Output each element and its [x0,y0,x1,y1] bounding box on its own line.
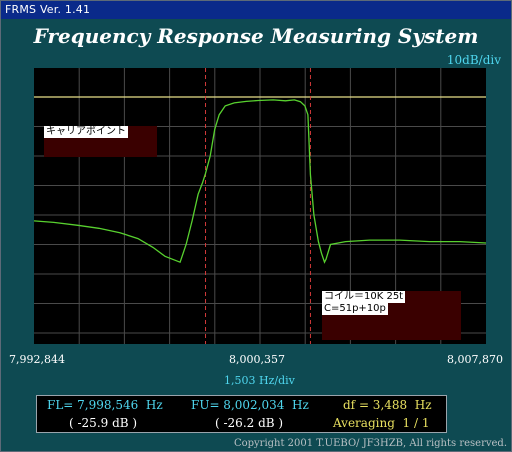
fl-db-value: ( -25.9 dB ) [69,416,138,430]
x-tick-label: 8,000,357 [229,353,285,366]
fu-db-value: ( -26.2 dB ) [215,416,284,430]
x-tick-label: 7,992,844 [9,353,65,366]
title-bar[interactable]: FRMS Ver. 1.41 [1,1,511,19]
x-tick-label: 8,007,870 [447,353,503,366]
page-title: Frequency Response Measuring System [33,24,479,48]
fl-value: FL= 7,998,546 Hz [47,398,163,412]
copyright-notice: Copyright 2001 T.UEBO/ JF3HZB, All right… [233,438,507,449]
averaging-status: Averaging 1 / 1 [333,416,430,430]
measurement-readout: FL= 7,998,546 Hz FU= 8,002,034 Hz df = 3… [36,395,447,433]
coil-spec-line1: コイル＝10K 25t [322,291,406,303]
plot-canvas [34,68,486,344]
df-value: df = 3,488 Hz [343,398,432,412]
carrier-point-label: キャリアポイント [44,126,128,138]
fu-value: FU= 8,002,034 Hz [191,398,309,412]
x-scale-label: 1,503 Hz/div [224,374,295,387]
window-title: FRMS Ver. 1.41 [5,3,91,16]
frequency-response-plot [34,68,486,344]
response-trace [34,99,486,264]
y-scale-label: 10dB/div [446,53,501,67]
coil-spec-line2: C=51p+10p [322,303,388,315]
coil-spec-callout: コイル＝10K 25t C=51p+10p [322,291,461,340]
carrier-point-callout: キャリアポイント [44,126,157,157]
